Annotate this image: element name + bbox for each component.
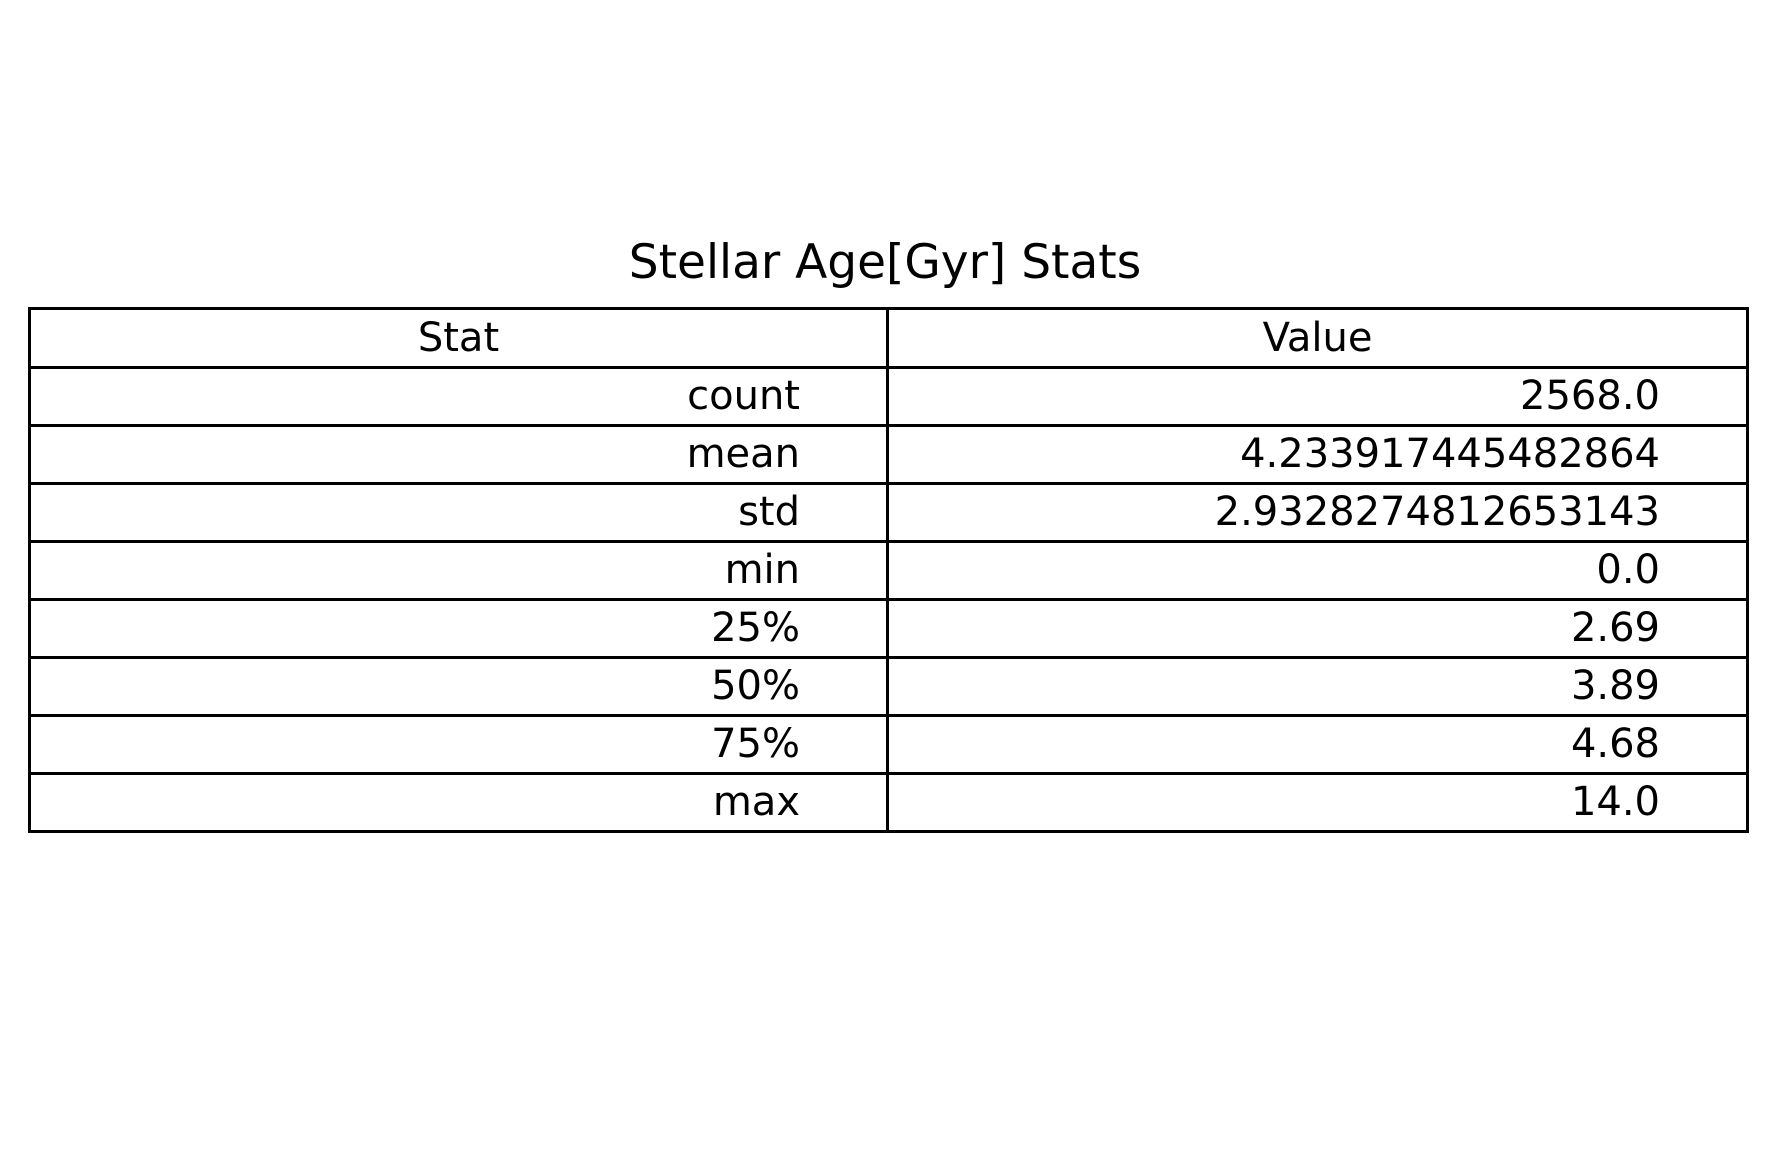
column-header-value: Value	[886, 307, 1749, 369]
value-cell: 4.68	[886, 714, 1749, 775]
table-body: count 2568.0 mean 4.233917445482864 std 2.932…	[28, 366, 1749, 833]
value-cell: 0.0	[886, 540, 1749, 601]
table-title: Stellar Age[Gyr] Stats	[628, 235, 1142, 290]
value-cell: 2568.0	[886, 366, 1749, 427]
table-row: count 2568.0	[28, 366, 1749, 427]
value-cell: 2.9328274812653143	[886, 482, 1749, 543]
value-cell: 2.69	[886, 598, 1749, 659]
stat-cell: std	[28, 482, 889, 543]
stats-table: Stat Value count 2568.0 mean 4.233917445482…	[28, 307, 1749, 833]
table-row: mean 4.233917445482864	[28, 424, 1749, 485]
value-cell: 3.89	[886, 656, 1749, 717]
stat-cell: min	[28, 540, 889, 601]
table-row: 50% 3.89	[28, 656, 1749, 717]
stat-cell: 50%	[28, 656, 889, 717]
column-header-stat: Stat	[28, 307, 889, 369]
table-row: 75% 4.68	[28, 714, 1749, 775]
stat-cell: mean	[28, 424, 889, 485]
value-cell: 14.0	[886, 772, 1749, 833]
header-row: Stat Value	[28, 307, 1749, 369]
stat-cell: max	[28, 772, 889, 833]
table-row: min 0.0	[28, 540, 1749, 601]
table-row: max 14.0	[28, 772, 1749, 833]
stat-cell: 25%	[28, 598, 889, 659]
table-row: std 2.9328274812653143	[28, 482, 1749, 543]
table-row: 25% 2.69	[28, 598, 1749, 659]
stat-cell: count	[28, 366, 889, 427]
value-cell: 4.233917445482864	[886, 424, 1749, 485]
stat-cell: 75%	[28, 714, 889, 775]
